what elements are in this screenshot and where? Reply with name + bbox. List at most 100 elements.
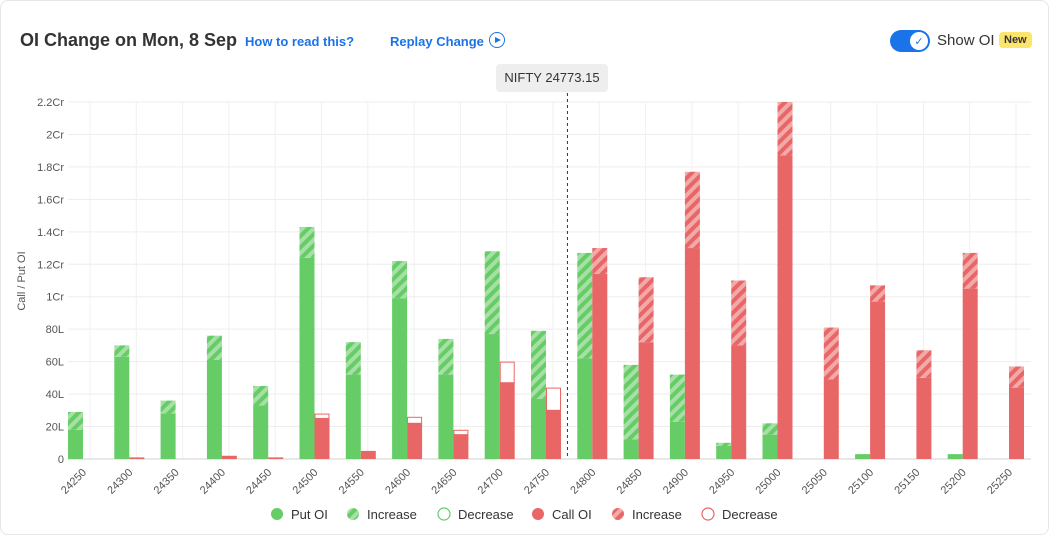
put-increase-bar — [716, 442, 732, 447]
call-decrease-bar — [499, 361, 515, 384]
put-oi-bar — [623, 439, 639, 459]
x-tick-label: 24250 — [59, 467, 89, 497]
call-increase-bar — [731, 280, 747, 346]
x-tick-label: 25150 — [892, 467, 922, 497]
x-tick-label: 24650 — [429, 467, 459, 497]
put-oi-bar — [206, 360, 222, 459]
spot-price-tooltip: NIFTY 24773.15 — [496, 64, 608, 92]
call-oi-bar — [1009, 387, 1024, 459]
call-oi-bar — [962, 288, 978, 459]
call-increase-bar — [870, 285, 886, 302]
put-increase-bar — [484, 251, 500, 335]
put-oi-bar — [855, 454, 871, 459]
call-oi-bar — [638, 342, 654, 459]
put-increase-bar — [623, 364, 639, 440]
page-title: OI Change on Mon, 8 Sep — [20, 30, 238, 50]
put-oi-bar — [114, 356, 130, 459]
put-increase-bar — [206, 335, 222, 361]
call-oi-bar — [499, 382, 515, 459]
call-oi-bar — [546, 410, 561, 459]
put-increase-bar — [392, 261, 408, 299]
x-tick-label: 24450 — [244, 467, 274, 497]
call-oi-bar — [453, 434, 469, 459]
legend-label-call-decrease: Decrease — [722, 507, 778, 522]
x-tick-label: 24750 — [522, 467, 552, 497]
put-oi-bar — [160, 413, 176, 459]
call-increase-bar — [592, 248, 608, 275]
x-tick-label: 24800 — [568, 467, 598, 497]
call-oi-bar — [360, 450, 376, 459]
y-tick-label: 1.8Cr — [37, 162, 64, 174]
call-oi-bar — [407, 423, 423, 459]
call-oi-bar — [684, 248, 700, 459]
show-oi-label: Show OI — [937, 32, 995, 49]
put-oi-bar — [577, 358, 593, 459]
put-oi-bar — [716, 446, 732, 459]
put-oi-bar — [531, 398, 546, 459]
call-oi-bar — [916, 377, 932, 459]
put-oi-bar — [947, 454, 963, 459]
y-tick-label: 1.6Cr — [37, 194, 64, 206]
x-tick-label: 24600 — [383, 467, 413, 497]
x-tick-label: 24300 — [105, 467, 135, 497]
play-circle-icon[interactable] — [489, 32, 505, 48]
put-increase-bar — [438, 338, 454, 375]
put-oi-bar — [299, 257, 315, 459]
y-tick-label: 0 — [58, 454, 64, 466]
legend-marker-put-decrease — [437, 507, 451, 521]
call-decrease-bar — [407, 416, 423, 424]
put-increase-bar — [531, 330, 546, 399]
legend-label-put-decrease: Decrease — [458, 507, 514, 522]
call-oi-bar — [777, 155, 793, 460]
x-tick-label: 25100 — [846, 467, 876, 497]
call-decrease-bar — [453, 429, 469, 436]
x-tick-label: 24700 — [476, 467, 506, 497]
call-increase-bar — [638, 277, 654, 343]
call-decrease-bar — [314, 413, 330, 419]
call-increase-bar — [777, 102, 793, 156]
call-oi-bar — [823, 379, 839, 459]
x-tick-label: 25050 — [800, 467, 830, 497]
call-oi-bar — [268, 457, 284, 459]
put-oi-bar — [392, 298, 408, 459]
legend-marker-call-increase — [612, 508, 624, 520]
x-tick-label: 25000 — [754, 467, 784, 497]
put-increase-bar — [762, 423, 778, 435]
legend-label-call-solid: Call OI — [552, 507, 592, 522]
x-tick-label: 24550 — [337, 467, 367, 497]
y-tick-label: 1.4Cr — [37, 227, 64, 239]
put-oi-bar — [345, 374, 361, 459]
x-tick-label: 24350 — [152, 467, 182, 497]
legend-label-put-increase: Increase — [367, 507, 417, 522]
call-increase-bar — [962, 252, 978, 289]
x-tick-label: 24900 — [661, 467, 691, 497]
call-increase-bar — [684, 171, 700, 249]
call-oi-bar — [314, 418, 330, 459]
call-decrease-bar — [546, 387, 561, 411]
y-tick-label: 60L — [46, 357, 64, 369]
legend-label-put-solid: Put OI — [291, 507, 328, 522]
y-tick-label: 2Cr — [46, 129, 64, 141]
x-tick-label: 24400 — [198, 467, 228, 497]
y-tick-label: 40L — [46, 389, 64, 401]
how-to-read-link[interactable]: How to read this? — [245, 34, 355, 49]
call-oi-bar — [129, 457, 145, 459]
y-tick-label: 1.2Cr — [37, 259, 64, 271]
legend-marker-call-decrease — [701, 507, 715, 521]
put-increase-bar — [345, 342, 361, 375]
y-axis-title: Call / Put OI — [16, 251, 28, 310]
legend-label-call-increase: Increase — [632, 507, 682, 522]
call-oi-bar — [221, 455, 237, 459]
put-increase-bar — [253, 385, 269, 406]
put-oi-bar — [68, 429, 83, 459]
put-increase-bar — [669, 374, 685, 422]
show-oi-toggle[interactable]: ✓ — [890, 30, 930, 52]
new-badge: New — [999, 32, 1032, 48]
x-tick-label: 24950 — [707, 467, 737, 497]
call-oi-bar — [592, 274, 608, 459]
call-oi-bar — [731, 345, 747, 459]
legend-marker-put-increase — [347, 508, 359, 520]
replay-change-link[interactable]: Replay Change — [390, 34, 484, 49]
put-oi-bar — [253, 405, 269, 459]
